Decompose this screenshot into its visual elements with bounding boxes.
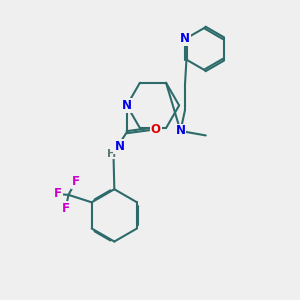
Text: N: N [176,124,185,137]
Text: F: F [54,187,62,200]
Text: H: H [107,148,117,159]
Text: O: O [151,123,160,136]
Text: F: F [72,175,80,188]
Text: N: N [122,99,132,112]
Text: N: N [180,32,190,45]
Text: N: N [114,140,124,153]
Text: F: F [61,202,70,215]
